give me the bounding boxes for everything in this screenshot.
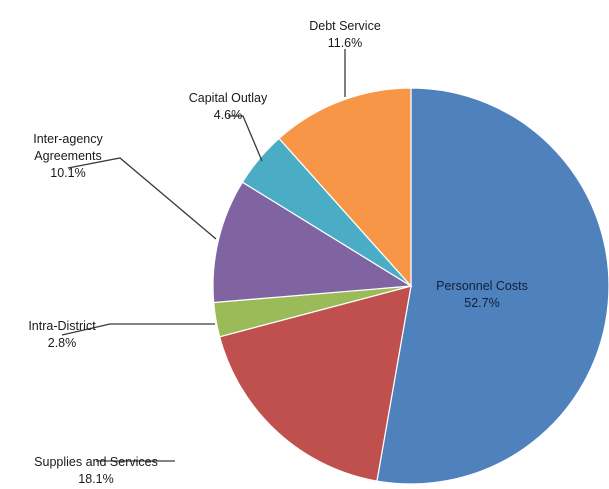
slice-label-supplies-and-services: Supplies and Services 18.1% — [34, 455, 158, 486]
slice-label-personnel-costs: Personnel Costs 52.7% — [436, 279, 528, 310]
slice-label-inter-agency-agreements: Inter-agency Agreements 10.1% — [33, 132, 103, 180]
leader-line-capital-outlay — [228, 115, 263, 162]
slice-label-debt-service: Debt Service 11.6% — [309, 19, 381, 50]
slice-labels: Personnel Costs 52.7% Supplies and Service… — [28, 19, 528, 486]
leader-lines — [61, 49, 346, 462]
pie-slice-inter-agency-agreements — [212, 181, 413, 304]
leader-line-inter-agency-agreements — [67, 157, 217, 240]
pie-slice-personnel-costs — [376, 87, 609, 485]
slice-label-intra-district: Intra-District 2.8% — [28, 319, 96, 350]
pie-slice-debt-service — [278, 87, 412, 288]
slice-label-capital-outlay: Capital Outlay 4.6% — [189, 91, 268, 122]
pie-slice-supplies-and-services — [218, 285, 412, 482]
leader-line-intra-district — [61, 323, 215, 336]
pie-slices — [212, 87, 609, 485]
